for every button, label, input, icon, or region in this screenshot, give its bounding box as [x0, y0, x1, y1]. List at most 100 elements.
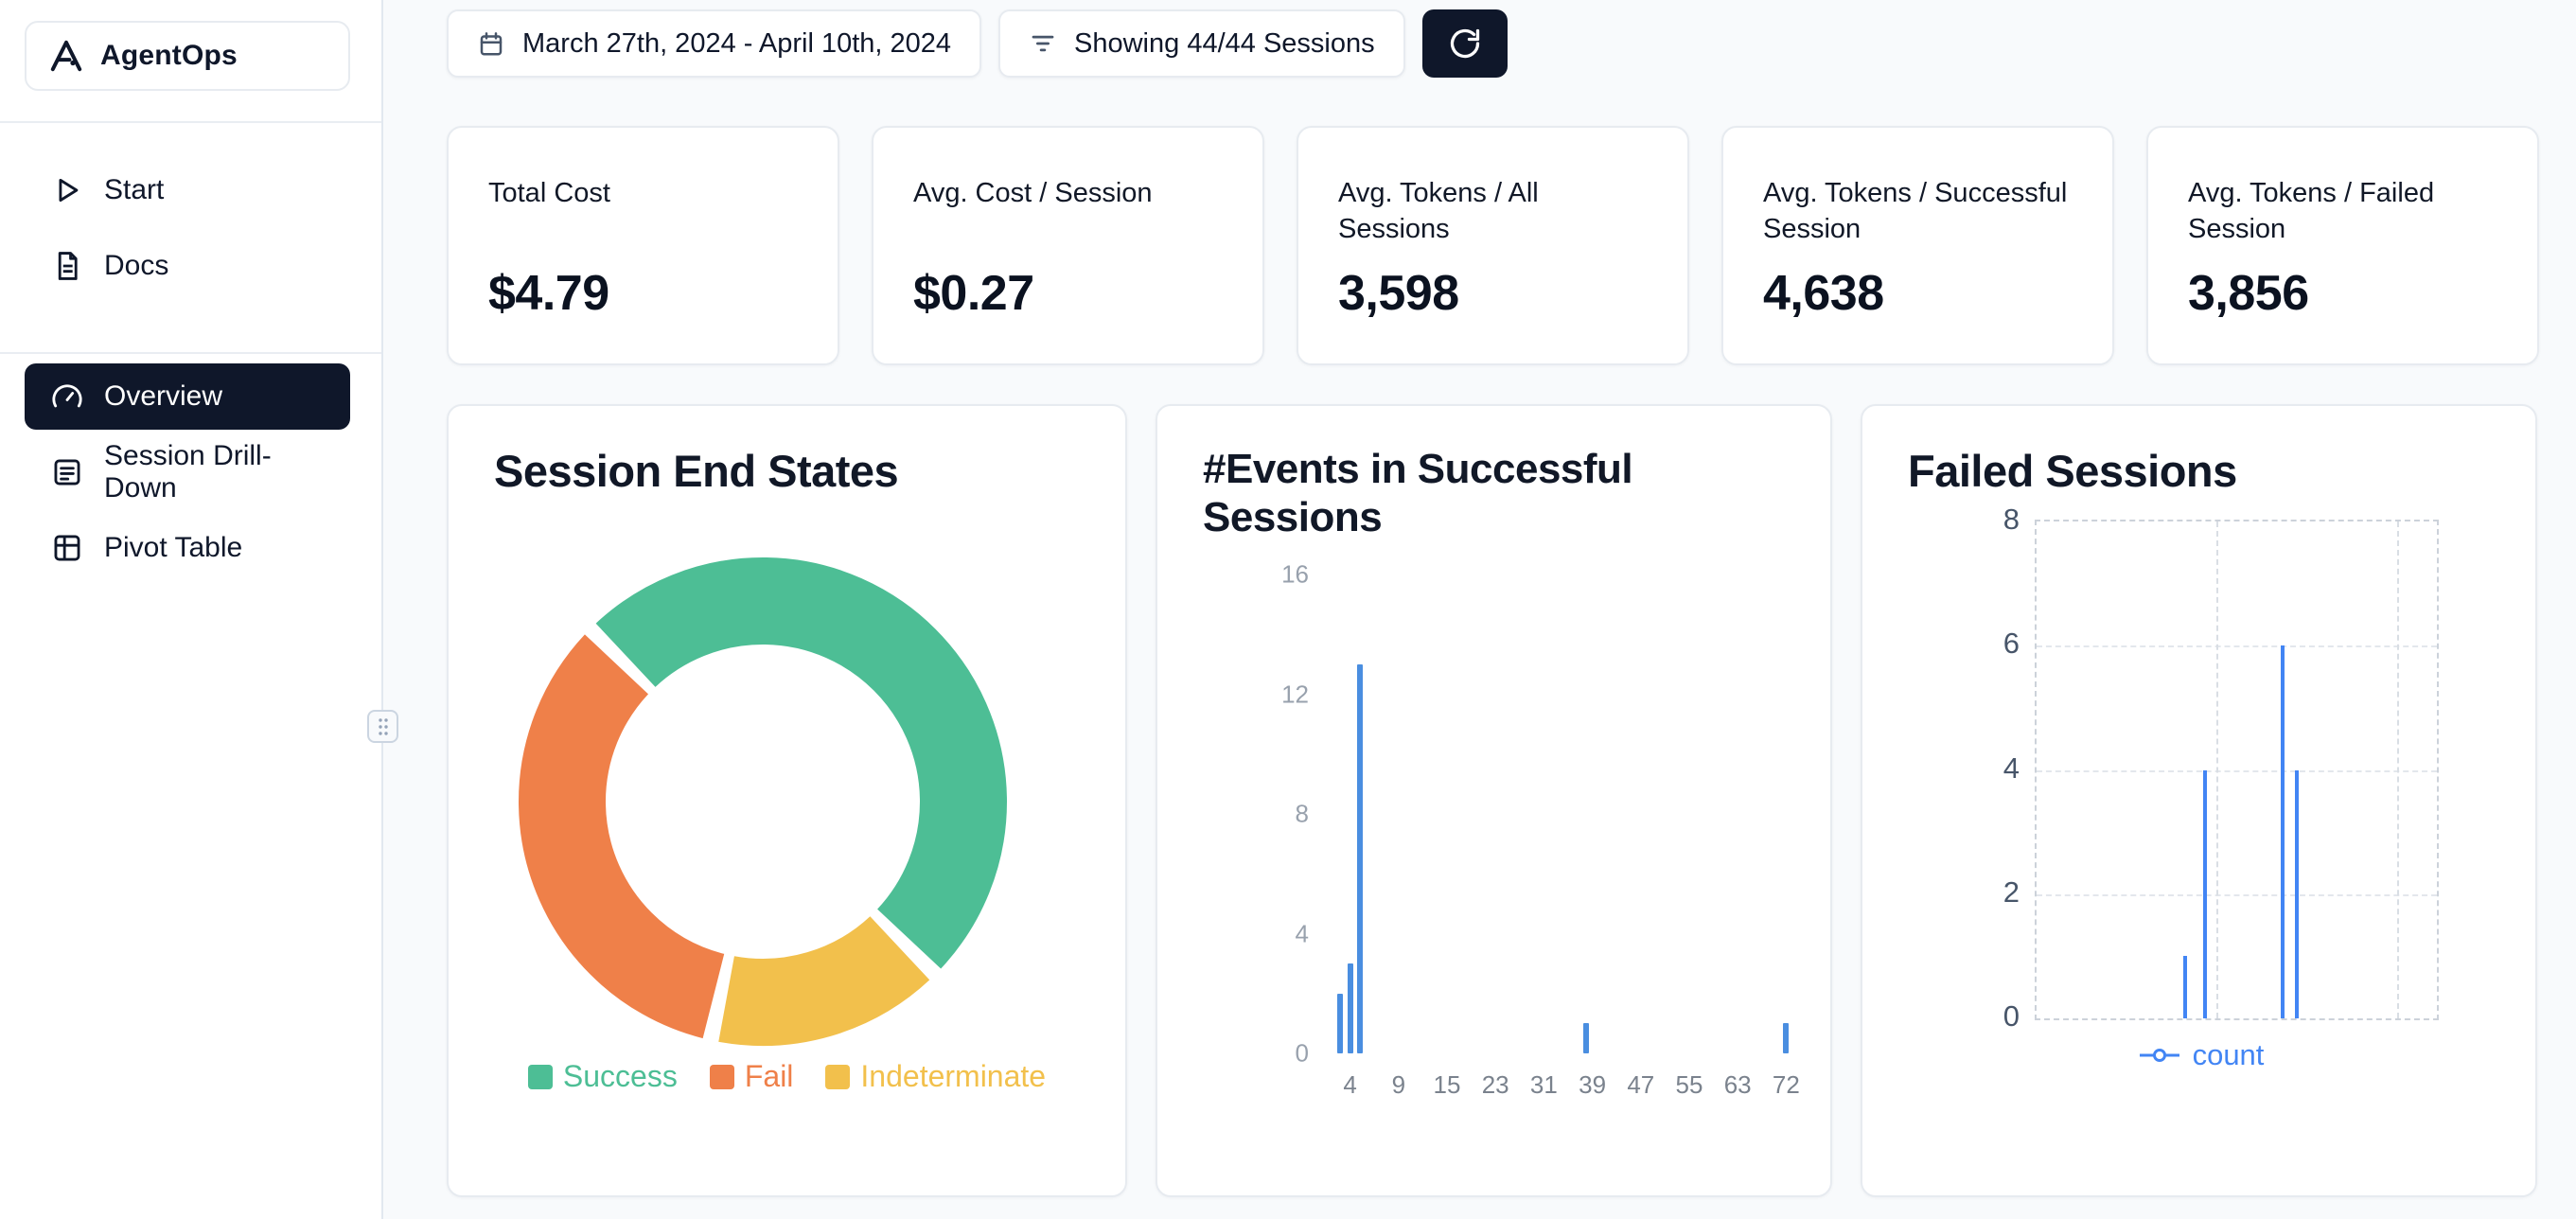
line-spike	[2182, 956, 2187, 1018]
sidebar-item-start[interactable]: Start	[25, 157, 350, 223]
charts-row: Session End States Success Fail Indetermin…	[447, 404, 2537, 1197]
gridline	[2037, 645, 2437, 648]
filter-icon	[1032, 35, 1054, 52]
sidebar-divider	[0, 121, 381, 123]
y-axis-labels: 0 4 8 12 16	[1214, 560, 1309, 1068]
sidebar-item-label: Docs	[104, 250, 169, 281]
x-tick-label: 23	[1481, 1070, 1509, 1099]
y-tick-label: 0	[2003, 999, 2020, 1033]
sidebar: AgentOps Start Docs Overview Session Dri…	[0, 0, 383, 1219]
histogram-bar	[1347, 963, 1353, 1053]
stat-value: 3,598	[1338, 266, 1459, 321]
y-tick-label: 12	[1281, 680, 1309, 708]
sidebar-item-docs[interactable]: Docs	[25, 233, 350, 299]
sidebar-resize-handle[interactable]	[367, 710, 398, 743]
stat-label: Avg. Tokens / Successful Session	[1763, 178, 2068, 245]
agentops-logo-icon	[47, 37, 85, 75]
histogram-bar	[1583, 1023, 1590, 1053]
donut-slice-fail	[519, 557, 1007, 1046]
sidebar-item-pivot-table[interactable]: Pivot Table	[25, 515, 350, 581]
gauge-icon	[52, 384, 82, 408]
app-logo-box: AgentOps	[25, 21, 350, 91]
legend-label: Fail	[744, 1059, 794, 1093]
refresh-icon	[1450, 28, 1479, 59]
x-axis-labels: 4 9 15 23 31 39 47 55 63 72	[1326, 1070, 1810, 1101]
stat-card-total-cost: Total Cost $4.79	[447, 126, 839, 365]
stat-card-avg-cost-session: Avg. Cost / Session $0.27	[872, 126, 1264, 365]
line-spike	[2294, 769, 2299, 1018]
line-plot-area	[2035, 520, 2439, 1020]
legend-item-success[interactable]: Success	[527, 1059, 678, 1094]
y-tick-label: 2	[2003, 874, 2020, 909]
sessions-filter-button[interactable]: Showing 44/44 Sessions	[998, 9, 1405, 78]
grip-dots-icon	[378, 717, 388, 735]
line-spike	[2281, 645, 2285, 1018]
y-tick-label: 8	[2003, 503, 2020, 536]
y-tick-label: 4	[1295, 919, 1309, 947]
x-tick-label: 4	[1343, 1070, 1357, 1099]
sidebar-item-label: Session Drill-Down	[104, 440, 272, 504]
stat-value: 4,638	[1763, 266, 1884, 321]
line-marker-icon	[2139, 1049, 2179, 1062]
line-spike	[2202, 769, 2207, 1018]
sidebar-item-overview[interactable]: Overview	[25, 363, 350, 430]
stat-card-avg-tokens-failed: Avg. Tokens / Failed Session 3,856	[2146, 126, 2539, 365]
toolbar: March 27th, 2024 - April 10th, 2024 Show…	[447, 9, 1508, 78]
gridline	[2396, 521, 2399, 1018]
stat-value: 3,856	[2188, 266, 2309, 321]
legend-label: Indeterminate	[860, 1059, 1047, 1093]
drilldown-icon	[54, 459, 80, 486]
sessions-filter-label: Showing 44/44 Sessions	[1074, 27, 1375, 59]
sidebar-item-label: Start	[104, 174, 165, 205]
stat-label: Avg. Cost / Session	[913, 178, 1153, 208]
chart-legend: Success Fail Indeterminate	[449, 1059, 1125, 1094]
failed-sessions-card: Failed Sessions 0 2 4 6 8 count	[1861, 404, 2537, 1197]
y-axis-labels: 0 2 4 6 8	[1925, 503, 2020, 1033]
sidebar-item-label: Overview	[104, 380, 223, 412]
refresh-button[interactable]	[1421, 9, 1508, 78]
date-range-label: March 27th, 2024 - April 10th, 2024	[522, 27, 952, 59]
stat-label: Total Cost	[488, 178, 610, 208]
legend-label: count	[2192, 1038, 2265, 1071]
bar-plot-area	[1326, 574, 1810, 1053]
histogram-bar	[1783, 1023, 1790, 1053]
donut-chart	[519, 557, 1007, 1046]
legend-item-fail[interactable]: Fail	[709, 1059, 794, 1094]
legend-swatch	[825, 1064, 851, 1089]
docs-icon	[58, 252, 78, 280]
x-tick-label: 47	[1627, 1070, 1655, 1099]
stat-value: $4.79	[488, 266, 609, 321]
sidebar-divider	[0, 352, 381, 354]
x-tick-label: 9	[1391, 1070, 1406, 1099]
legend-swatch	[527, 1064, 553, 1089]
legend-swatch	[709, 1064, 734, 1089]
pivot-table-icon	[54, 535, 80, 561]
play-icon	[59, 178, 79, 203]
legend-label: Success	[562, 1059, 678, 1093]
donut-slice-success	[519, 557, 1007, 1046]
sidebar-item-session-drill-down[interactable]: Session Drill-Down	[25, 439, 350, 505]
date-range-button[interactable]: March 27th, 2024 - April 10th, 2024	[447, 9, 982, 78]
stat-label: Avg. Tokens / All Sessions	[1338, 178, 1539, 245]
x-tick-label: 72	[1772, 1070, 1800, 1099]
y-tick-label: 8	[1295, 799, 1309, 828]
calendar-icon	[480, 32, 503, 56]
legend-item-indeterminate[interactable]: Indeterminate	[825, 1059, 1046, 1094]
stat-value: $0.27	[913, 266, 1034, 321]
chart-title: #Events in Successful Sessions	[1203, 446, 1633, 540]
events-histogram-card: #Events in Successful Sessions 0 4 8 12 16 4…	[1156, 404, 1832, 1197]
x-tick-label: 63	[1723, 1070, 1752, 1099]
sidebar-item-label: Pivot Table	[104, 532, 243, 563]
x-tick-label: 15	[1433, 1070, 1461, 1099]
stat-card-avg-tokens-all: Avg. Tokens / All Sessions 3,598	[1297, 126, 1689, 365]
y-tick-label: 16	[1281, 559, 1309, 589]
stat-card-avg-tokens-successful: Avg. Tokens / Successful Session 4,638	[1721, 126, 2114, 365]
gridline	[2037, 893, 2437, 896]
chart-title: Failed Sessions	[1908, 446, 2237, 496]
y-tick-label: 6	[2003, 627, 2020, 661]
gridline	[2216, 521, 2219, 1018]
legend-item-count[interactable]: count	[2138, 1038, 2265, 1072]
stats-row: Total Cost $4.79 Avg. Cost / Session $0.…	[447, 126, 2539, 365]
x-tick-label: 39	[1579, 1070, 1607, 1099]
